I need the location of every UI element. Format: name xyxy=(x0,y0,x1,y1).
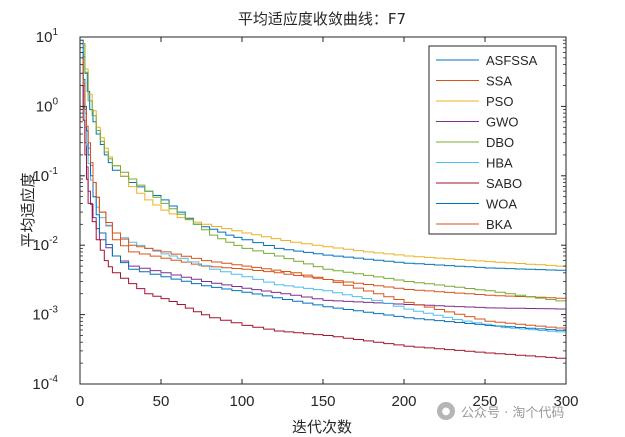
series-layer xyxy=(81,39,566,359)
legend-label-asfssa: ASFSSA xyxy=(486,53,538,68)
legend-box xyxy=(428,45,557,235)
legend-label-bka: BKA xyxy=(486,217,512,232)
legend-label-ssa: SSA xyxy=(486,74,512,89)
watermark-text: 公众号 · 淘个代码 xyxy=(461,405,565,421)
series-line-woa xyxy=(81,51,566,331)
legend-label-sabo: SABO xyxy=(486,176,522,191)
x-axis-label: 迭代次数 xyxy=(292,418,352,436)
y-tick-label: 10-4 xyxy=(32,374,58,393)
y-tick-label: 10-3 xyxy=(32,305,58,324)
series-line-gwo xyxy=(81,72,566,310)
y-tick-label: 100 xyxy=(36,96,59,115)
x-tick-label: 300 xyxy=(553,393,578,410)
series-line-pso xyxy=(81,43,566,267)
series-line-sabo xyxy=(81,85,566,359)
x-tick-label: 250 xyxy=(472,393,497,410)
series-line-dbo xyxy=(81,43,566,303)
watermark: ● 公众号 · 淘个代码 xyxy=(437,400,564,422)
legend: ASFSSA SSA PSO GWO DBO HBA SABO WOA BKA xyxy=(428,45,557,235)
legend-label-dbo: DBO xyxy=(486,135,514,150)
series-line-ssa xyxy=(81,57,566,299)
legend-label-gwo: GWO xyxy=(486,115,519,130)
y-axis-label: 平均适应度 xyxy=(19,172,37,247)
x-tick-label: 0 xyxy=(76,393,84,410)
x-tick-label: 200 xyxy=(391,393,416,410)
x-tick-label: 100 xyxy=(229,393,254,410)
series-line-bka xyxy=(81,57,566,329)
wechat-icon: ● xyxy=(437,402,455,420)
x-tick-label: 150 xyxy=(310,393,335,410)
chart-title: 平均适应度收敛曲线：F7 xyxy=(238,10,406,28)
legend-label-hba: HBA xyxy=(486,156,513,171)
y-tick-label: 101 xyxy=(36,27,59,46)
legend-label-woa: WOA xyxy=(486,197,517,212)
legend-label-pso: PSO xyxy=(486,94,513,109)
x-tick-label: 50 xyxy=(153,393,170,410)
